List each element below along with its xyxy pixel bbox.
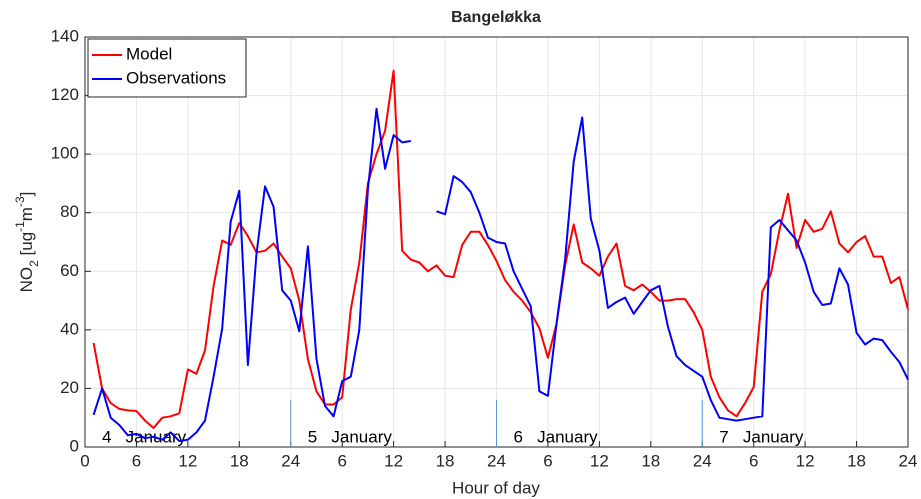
y-axis-label: NO2 [ug-1m-3] bbox=[13, 192, 41, 293]
legend-label: Model bbox=[126, 44, 172, 63]
y-label-part: ] bbox=[17, 192, 36, 197]
x-tick-label: 18 bbox=[847, 451, 866, 470]
x-tick-label: 18 bbox=[641, 451, 660, 470]
y-label-part: 2 bbox=[27, 260, 41, 267]
y-tick-label: 0 bbox=[70, 436, 79, 455]
x-axis-label: Hour of day bbox=[452, 478, 540, 497]
y-tick-label: 80 bbox=[60, 202, 79, 221]
x-tick-label: 24 bbox=[693, 451, 712, 470]
y-label-part: [ug bbox=[17, 232, 36, 260]
y-tick-label: 40 bbox=[60, 319, 79, 338]
legend-box bbox=[87, 38, 247, 98]
legend-label: Observations bbox=[126, 68, 226, 87]
x-tick-label: 12 bbox=[590, 451, 609, 470]
y-label-part: -3 bbox=[13, 196, 27, 207]
x-tick-label: 12 bbox=[178, 451, 197, 470]
x-tick-label: 12 bbox=[384, 451, 403, 470]
x-tick-label: 6 bbox=[749, 451, 758, 470]
annotation: 6 January bbox=[514, 427, 599, 446]
y-label-part: -1 bbox=[13, 221, 27, 232]
y-tick-label: 20 bbox=[60, 378, 79, 397]
y-label-part: NO bbox=[17, 267, 36, 293]
y-label-part: m bbox=[17, 207, 36, 221]
y-tick-label: 60 bbox=[60, 261, 79, 280]
x-tick-label: 24 bbox=[899, 451, 918, 470]
x-tick-label: 6 bbox=[337, 451, 346, 470]
y-tick-label: 140 bbox=[51, 26, 79, 45]
chart-title: Bangeløkka bbox=[451, 9, 541, 26]
x-tick-label: 6 bbox=[132, 451, 141, 470]
x-tick-label: 12 bbox=[796, 451, 815, 470]
x-tick-label: 6 bbox=[543, 451, 552, 470]
annotation: 7 January bbox=[719, 427, 804, 446]
data-line bbox=[92, 107, 909, 443]
x-tick-label: 24 bbox=[487, 451, 506, 470]
y-tick-label: 120 bbox=[51, 85, 79, 104]
x-tick-label: 18 bbox=[436, 451, 455, 470]
annotation: 5 January bbox=[308, 427, 393, 446]
x-tick-label: 18 bbox=[230, 451, 249, 470]
x-tick-label: 24 bbox=[281, 451, 300, 470]
y-tick-label: 100 bbox=[51, 144, 79, 163]
x-tick-label: 0 bbox=[80, 451, 89, 470]
